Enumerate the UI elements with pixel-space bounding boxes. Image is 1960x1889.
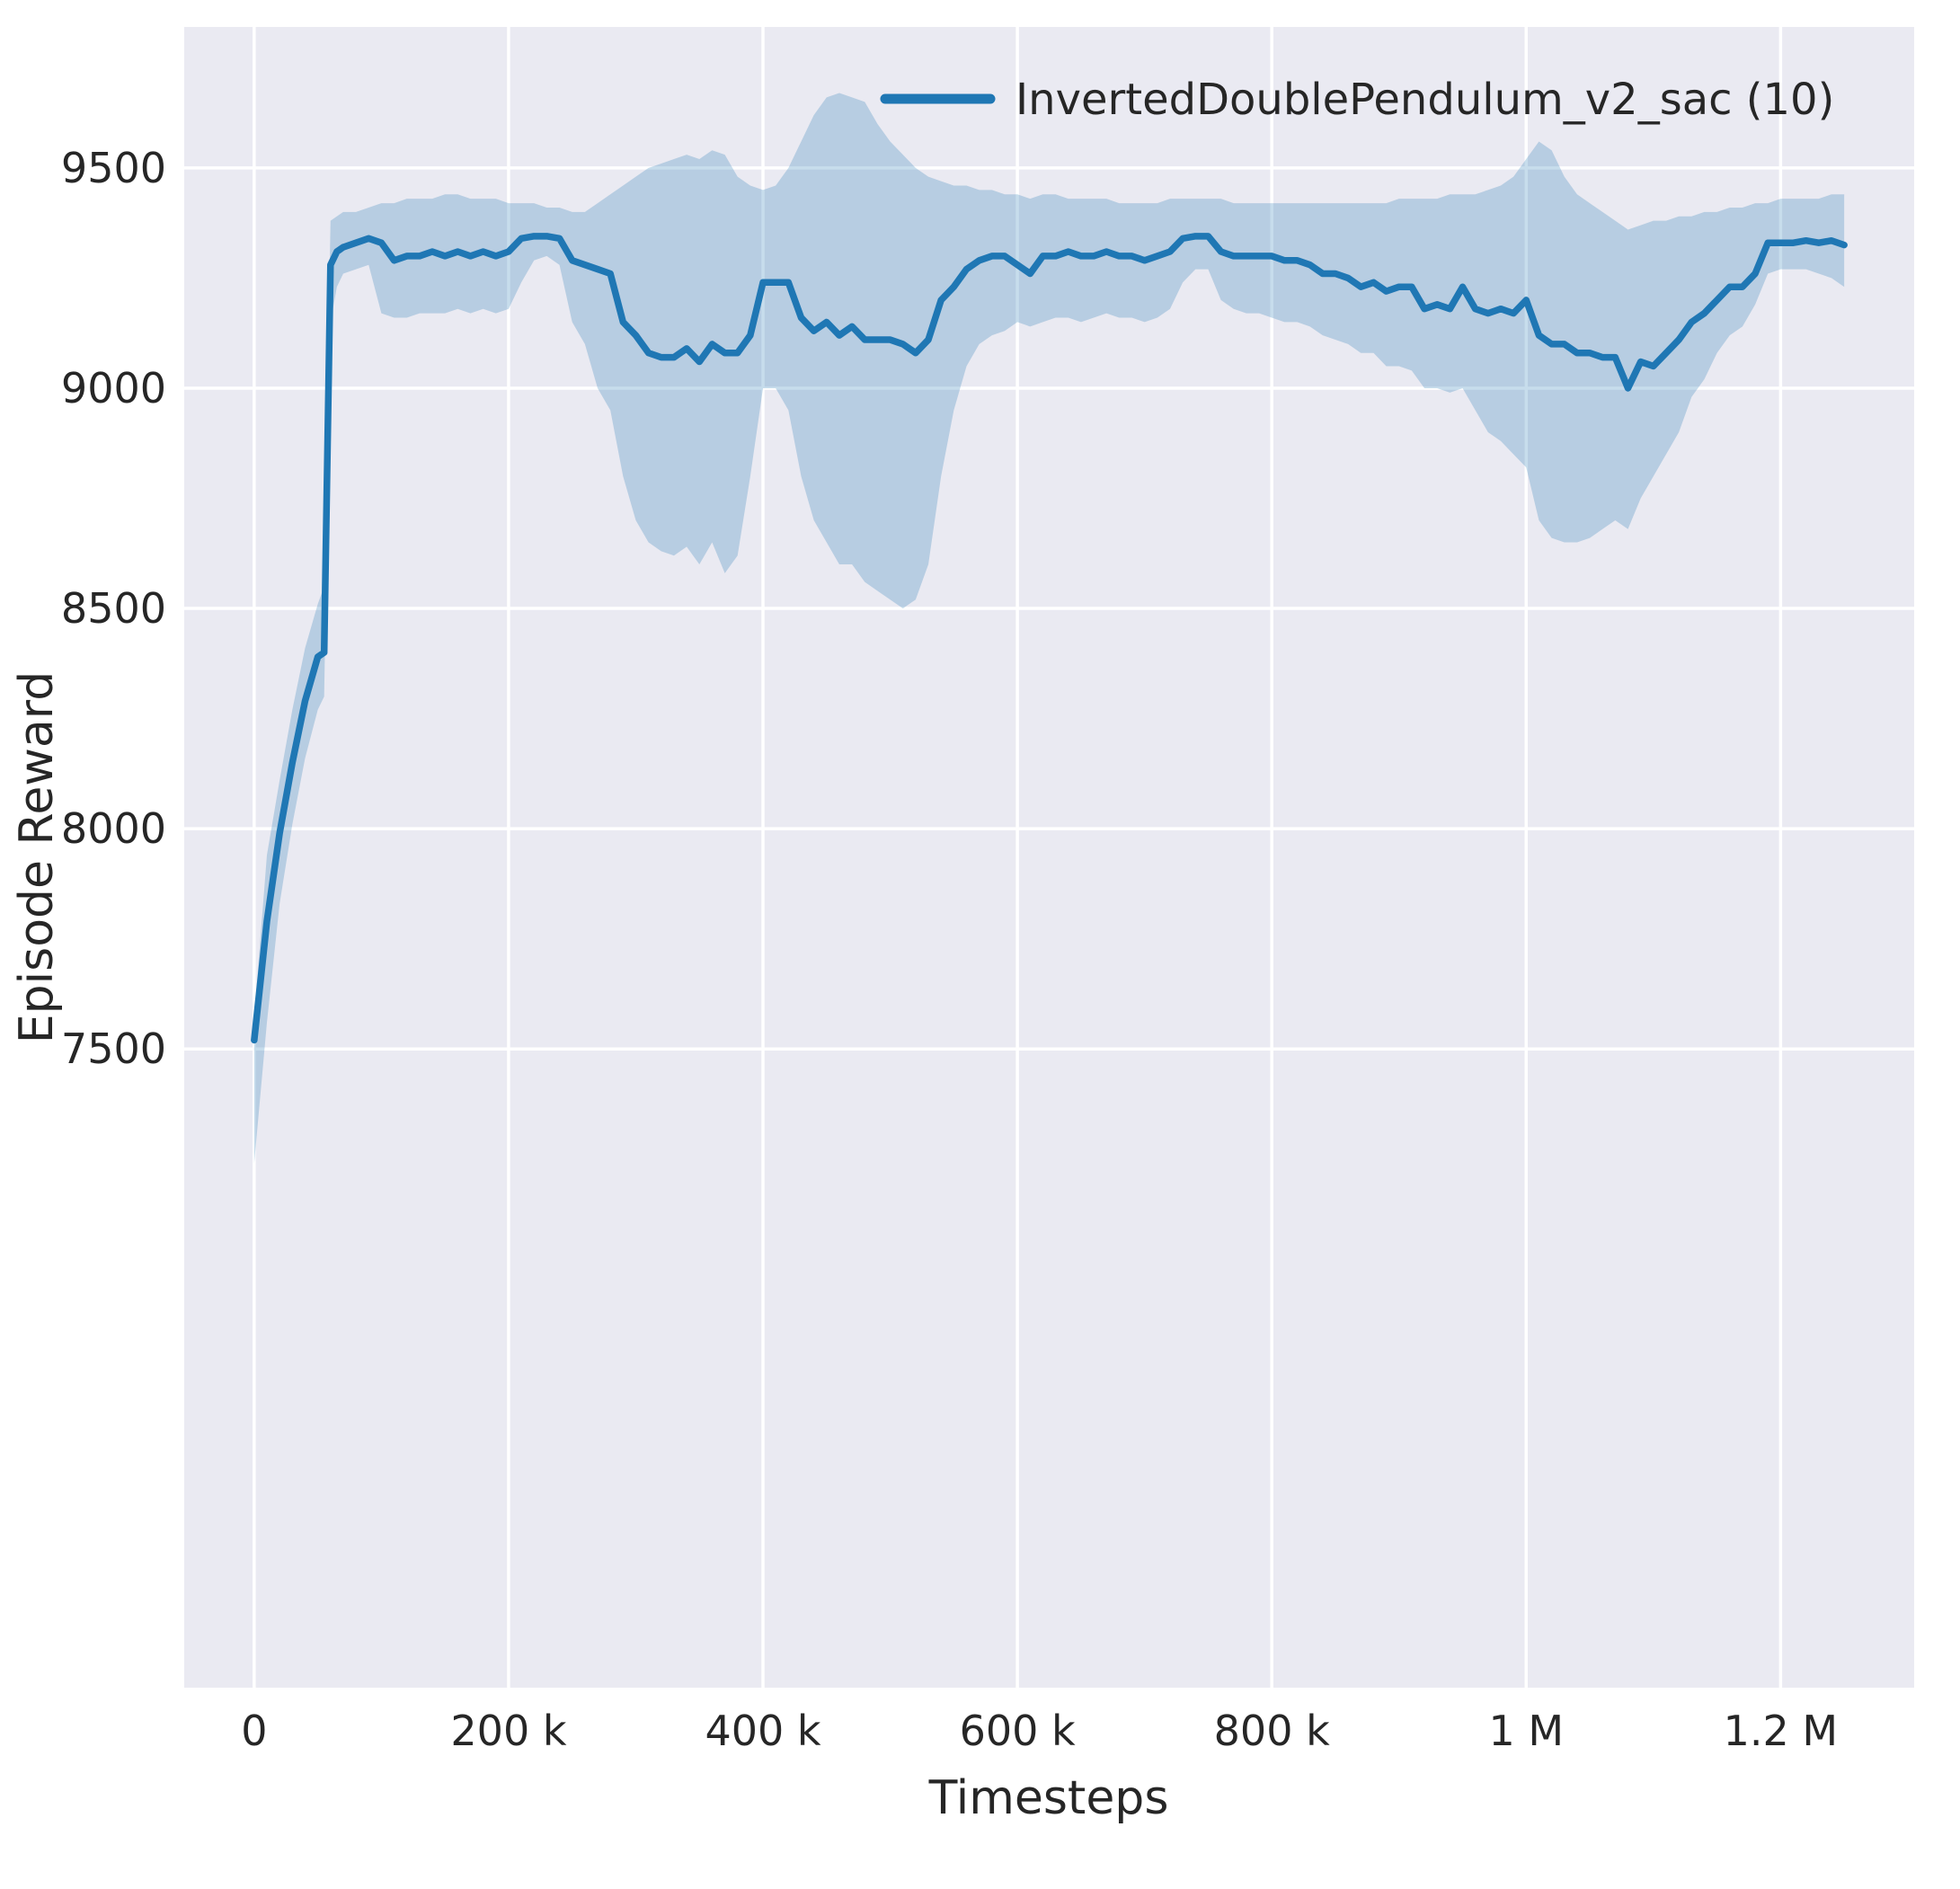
confidence-band xyxy=(253,93,1845,1164)
y-tick-label: 9000 xyxy=(61,364,166,412)
y-axis-label: Episode Reward xyxy=(10,671,64,1043)
x-axis-label: Timesteps xyxy=(928,1771,1169,1825)
plot-area xyxy=(184,27,1914,1688)
x-tick-label: 1.2 M xyxy=(1724,1707,1838,1755)
x-tick-label: 800 k xyxy=(1214,1707,1330,1755)
x-tick-label: 1 M xyxy=(1489,1707,1565,1755)
legend: InvertedDoublePendulum_v2_sac (10) xyxy=(880,75,1834,125)
plot-layer: 0 200 k 400 k 600 k 800 k 1 M 1.2 M 7500 8000 850… xyxy=(61,27,1914,1755)
x-tick-label: 200 k xyxy=(450,1707,566,1755)
y-tick-label: 7500 xyxy=(61,1024,166,1073)
legend-label: InvertedDoublePendulum_v2_sac (10) xyxy=(1015,75,1834,125)
y-tick-label: 8000 xyxy=(61,804,166,853)
x-tick-label: 600 k xyxy=(960,1707,1076,1755)
y-tick-label: 8500 xyxy=(61,584,166,633)
x-tick-label: 400 k xyxy=(705,1707,820,1755)
mean-line xyxy=(251,233,1848,1044)
x-tick-label: 0 xyxy=(241,1707,267,1755)
y-tick-label: 9500 xyxy=(61,144,166,192)
